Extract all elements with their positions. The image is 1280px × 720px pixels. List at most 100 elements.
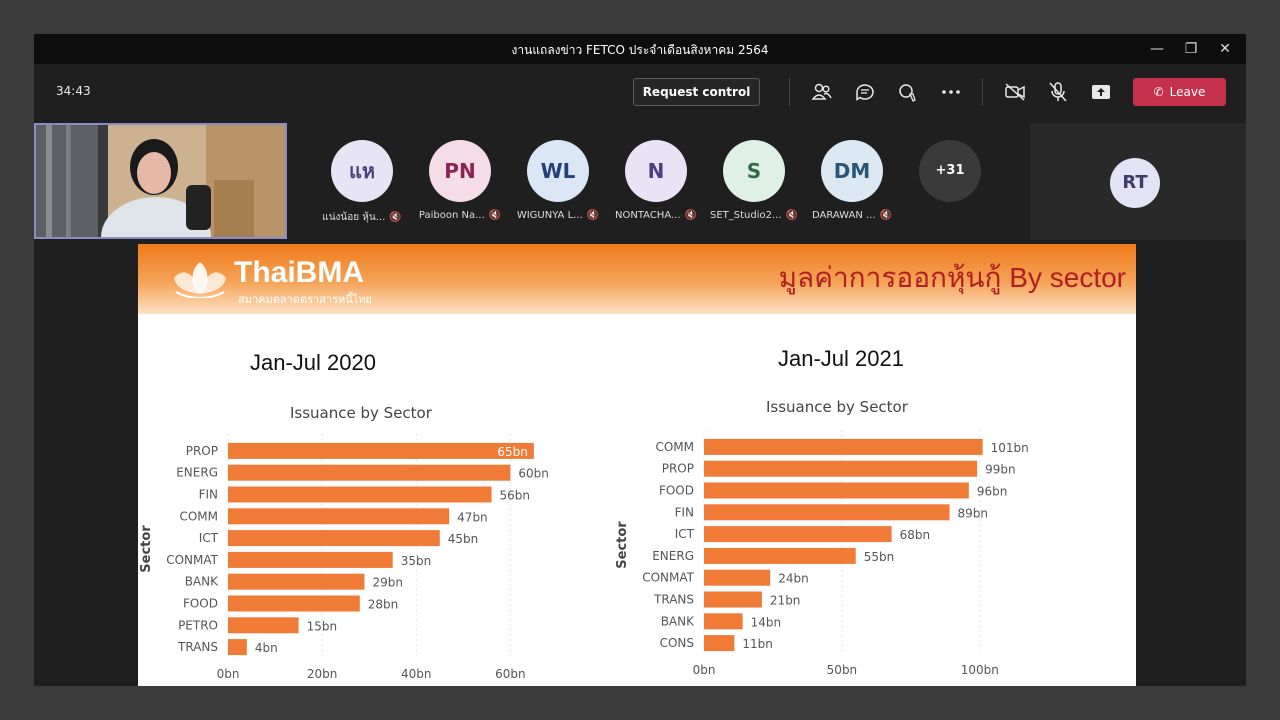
category-label: ICT — [675, 527, 695, 541]
issuance-chart-2021: 0bn 50bn 100bn Sector COMM 101bn PROP 99bn FOOD 9… — [615, 430, 1029, 677]
data-label: 55bn — [864, 550, 895, 564]
participant-name-row: Paiboon Na... 🔇 — [414, 210, 506, 221]
participant-strip: แห แน่งน้อย หุ้น... 🔇 PN Paiboon Na... 🔇 W… — [34, 120, 1246, 240]
data-label: 47bn — [457, 510, 488, 524]
leave-label: Leave — [1169, 85, 1206, 99]
bar — [704, 482, 969, 499]
participant-name: NONTACHA... — [615, 210, 681, 221]
thaibma-logo-subtitle: สมาคมตลาดตราสารหนี้ไทย — [238, 293, 372, 306]
data-label: 68bn — [900, 528, 931, 542]
bar — [228, 595, 360, 612]
presenter-video-frame — [36, 125, 285, 237]
participant-rt-panel[interactable]: RT — [1030, 123, 1246, 240]
chart-title-2020: Issuance by Sector — [290, 404, 432, 422]
data-label: 21bn — [770, 594, 801, 608]
participant-name-row: แน่งน้อย หุ้น... 🔇 — [316, 210, 408, 225]
camera-off-icon[interactable] — [1003, 80, 1027, 104]
bar — [228, 530, 440, 547]
phone-hangup-icon: ✆ — [1153, 85, 1164, 99]
participant-name-row: NONTACHA... 🔇 — [610, 210, 702, 221]
participant-tile[interactable]: PN Paiboon Na... 🔇 — [414, 140, 506, 221]
x-tick-label: 20bn — [307, 667, 338, 681]
participant-name: DARAWAN ... — [811, 210, 876, 221]
issuance-chart-2020: 0bn 20bn 40bn 60bn Sector PROP 65bn ENERG 60bn FI… — [139, 434, 549, 681]
request-control-button[interactable]: Request control — [633, 78, 760, 106]
restore-icon[interactable]: ❐ — [1184, 41, 1198, 57]
category-label: COMM — [179, 509, 218, 523]
x-tick-label: 0bn — [217, 667, 240, 681]
category-label: CONMAT — [166, 553, 218, 567]
people-icon[interactable] — [810, 80, 834, 104]
bar — [704, 569, 771, 586]
bar — [228, 508, 450, 525]
category-label: FOOD — [659, 484, 694, 498]
window-title: งานแถลงข่าว FETCO ประจำเดือนสิงหาคม 2564 — [511, 43, 769, 57]
data-label: 29bn — [372, 576, 403, 590]
reactions-icon[interactable] — [896, 80, 920, 104]
category-label: FOOD — [183, 597, 218, 611]
leave-button[interactable]: ✆ Leave — [1133, 78, 1226, 106]
mic-muted-icon: 🔇 — [389, 212, 402, 223]
bar — [228, 573, 365, 590]
category-label: FIN — [675, 505, 694, 519]
presentation-slide: ThaiBMA สมาคมตลาดตราสารหนี้ไทย มูลค่าการ… — [138, 244, 1136, 686]
data-label: 56bn — [500, 489, 531, 503]
category-label: FIN — [199, 488, 218, 502]
participant-avatar: RT — [1110, 158, 1160, 208]
mic-muted-icon: 🔇 — [488, 210, 502, 221]
minimize-icon[interactable]: — — [1150, 41, 1164, 57]
data-label: 101bn — [991, 441, 1029, 455]
x-tick-label: 0bn — [693, 663, 716, 677]
category-label: BANK — [661, 614, 695, 628]
close-icon[interactable]: ✕ — [1219, 41, 1231, 57]
bar — [228, 551, 393, 568]
x-tick-label: 40bn — [401, 667, 432, 681]
participant-avatar: N — [625, 140, 687, 202]
data-label: 28bn — [368, 598, 399, 612]
participant-avatar: WL — [527, 140, 589, 202]
data-label: 65bn — [497, 445, 527, 459]
chat-icon[interactable] — [853, 80, 877, 104]
share-screen-icon[interactable] — [1089, 80, 1113, 104]
category-label: BANK — [185, 575, 219, 589]
mic-muted-icon: 🔇 — [684, 210, 697, 221]
mic-muted-icon: 🔇 — [586, 210, 600, 221]
data-label: 11bn — [742, 637, 773, 651]
more-options-icon[interactable] — [939, 80, 963, 104]
meeting-timer: 34:43 — [56, 84, 91, 98]
participant-tile[interactable]: S SET_Studio2... 🔇 — [708, 140, 800, 221]
x-tick-label: 50bn — [827, 663, 858, 677]
category-label: CONS — [660, 636, 694, 650]
bar — [228, 617, 299, 634]
participant-tile[interactable]: WL WIGUNYA L... 🔇 — [512, 140, 604, 221]
mic-off-icon[interactable] — [1046, 80, 1070, 104]
thaibma-logo: ThaiBMA — [234, 256, 364, 289]
category-label: TRANS — [653, 593, 694, 607]
bar — [704, 438, 983, 455]
participant-tile[interactable]: N NONTACHA... 🔇 — [610, 140, 702, 221]
data-label: 14bn — [751, 615, 782, 629]
participant-avatar: DM — [821, 140, 883, 202]
category-label: TRANS — [177, 640, 218, 654]
participant-name-row: DARAWAN ... 🔇 — [806, 210, 898, 221]
category-label: COMM — [655, 440, 694, 454]
bar — [704, 591, 762, 608]
bar — [228, 639, 247, 656]
mic-muted-icon: 🔇 — [879, 210, 893, 221]
participant-name: SET_Studio2... — [710, 210, 782, 221]
data-label: 96bn — [977, 485, 1008, 499]
participant-tile[interactable]: แห แน่งน้อย หุ้น... 🔇 — [316, 140, 408, 225]
more-participants-tile[interactable]: +31 — [904, 140, 996, 202]
participant-tile[interactable]: DM DARAWAN ... 🔇 — [806, 140, 898, 221]
data-label: 15bn — [307, 619, 338, 633]
toolbar-divider — [982, 78, 983, 106]
data-label: 89bn — [958, 506, 989, 520]
participant-name-row: WIGUNYA L... 🔇 — [512, 210, 604, 221]
bar — [228, 486, 492, 503]
presenter-video[interactable] — [34, 123, 287, 239]
participant-name-row: SET_Studio2... 🔇 — [708, 210, 800, 221]
participant-avatar: แห — [331, 140, 393, 202]
bar — [228, 464, 511, 481]
chart-title-2021: Issuance by Sector — [766, 398, 908, 416]
category-label: PROP — [186, 444, 218, 458]
